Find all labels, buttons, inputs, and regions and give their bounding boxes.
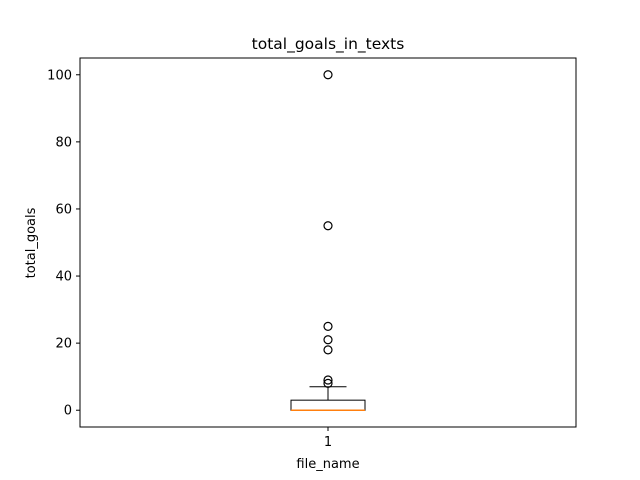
outlier-point bbox=[323, 345, 333, 355]
plot-area-frame bbox=[79, 57, 577, 428]
chart-title: total_goals_in_texts bbox=[252, 35, 405, 54]
y-tick-label: 40 bbox=[55, 270, 72, 285]
outlier-point bbox=[323, 335, 333, 345]
outlier-point bbox=[323, 221, 333, 231]
iqr-box bbox=[290, 399, 366, 411]
outlier-point bbox=[323, 70, 333, 80]
outlier-point bbox=[323, 321, 333, 331]
y-tick-label: 20 bbox=[55, 337, 72, 352]
x-tick-label: 1 bbox=[324, 435, 332, 450]
y-tick-label: 80 bbox=[55, 135, 72, 150]
outlier-point bbox=[323, 375, 333, 385]
y-tick-label: 60 bbox=[55, 202, 72, 217]
outlier-point bbox=[323, 378, 333, 388]
y-axis-ticks: 0 20 40 60 80 100 bbox=[47, 68, 80, 419]
box-plot-marks bbox=[290, 70, 366, 411]
y-axis-label: total_goals bbox=[24, 207, 39, 278]
x-axis-label: file_name bbox=[296, 457, 359, 472]
x-axis-ticks: 1 bbox=[324, 427, 332, 450]
y-tick-label: 0 bbox=[64, 404, 72, 419]
y-tick-label: 100 bbox=[47, 68, 72, 83]
